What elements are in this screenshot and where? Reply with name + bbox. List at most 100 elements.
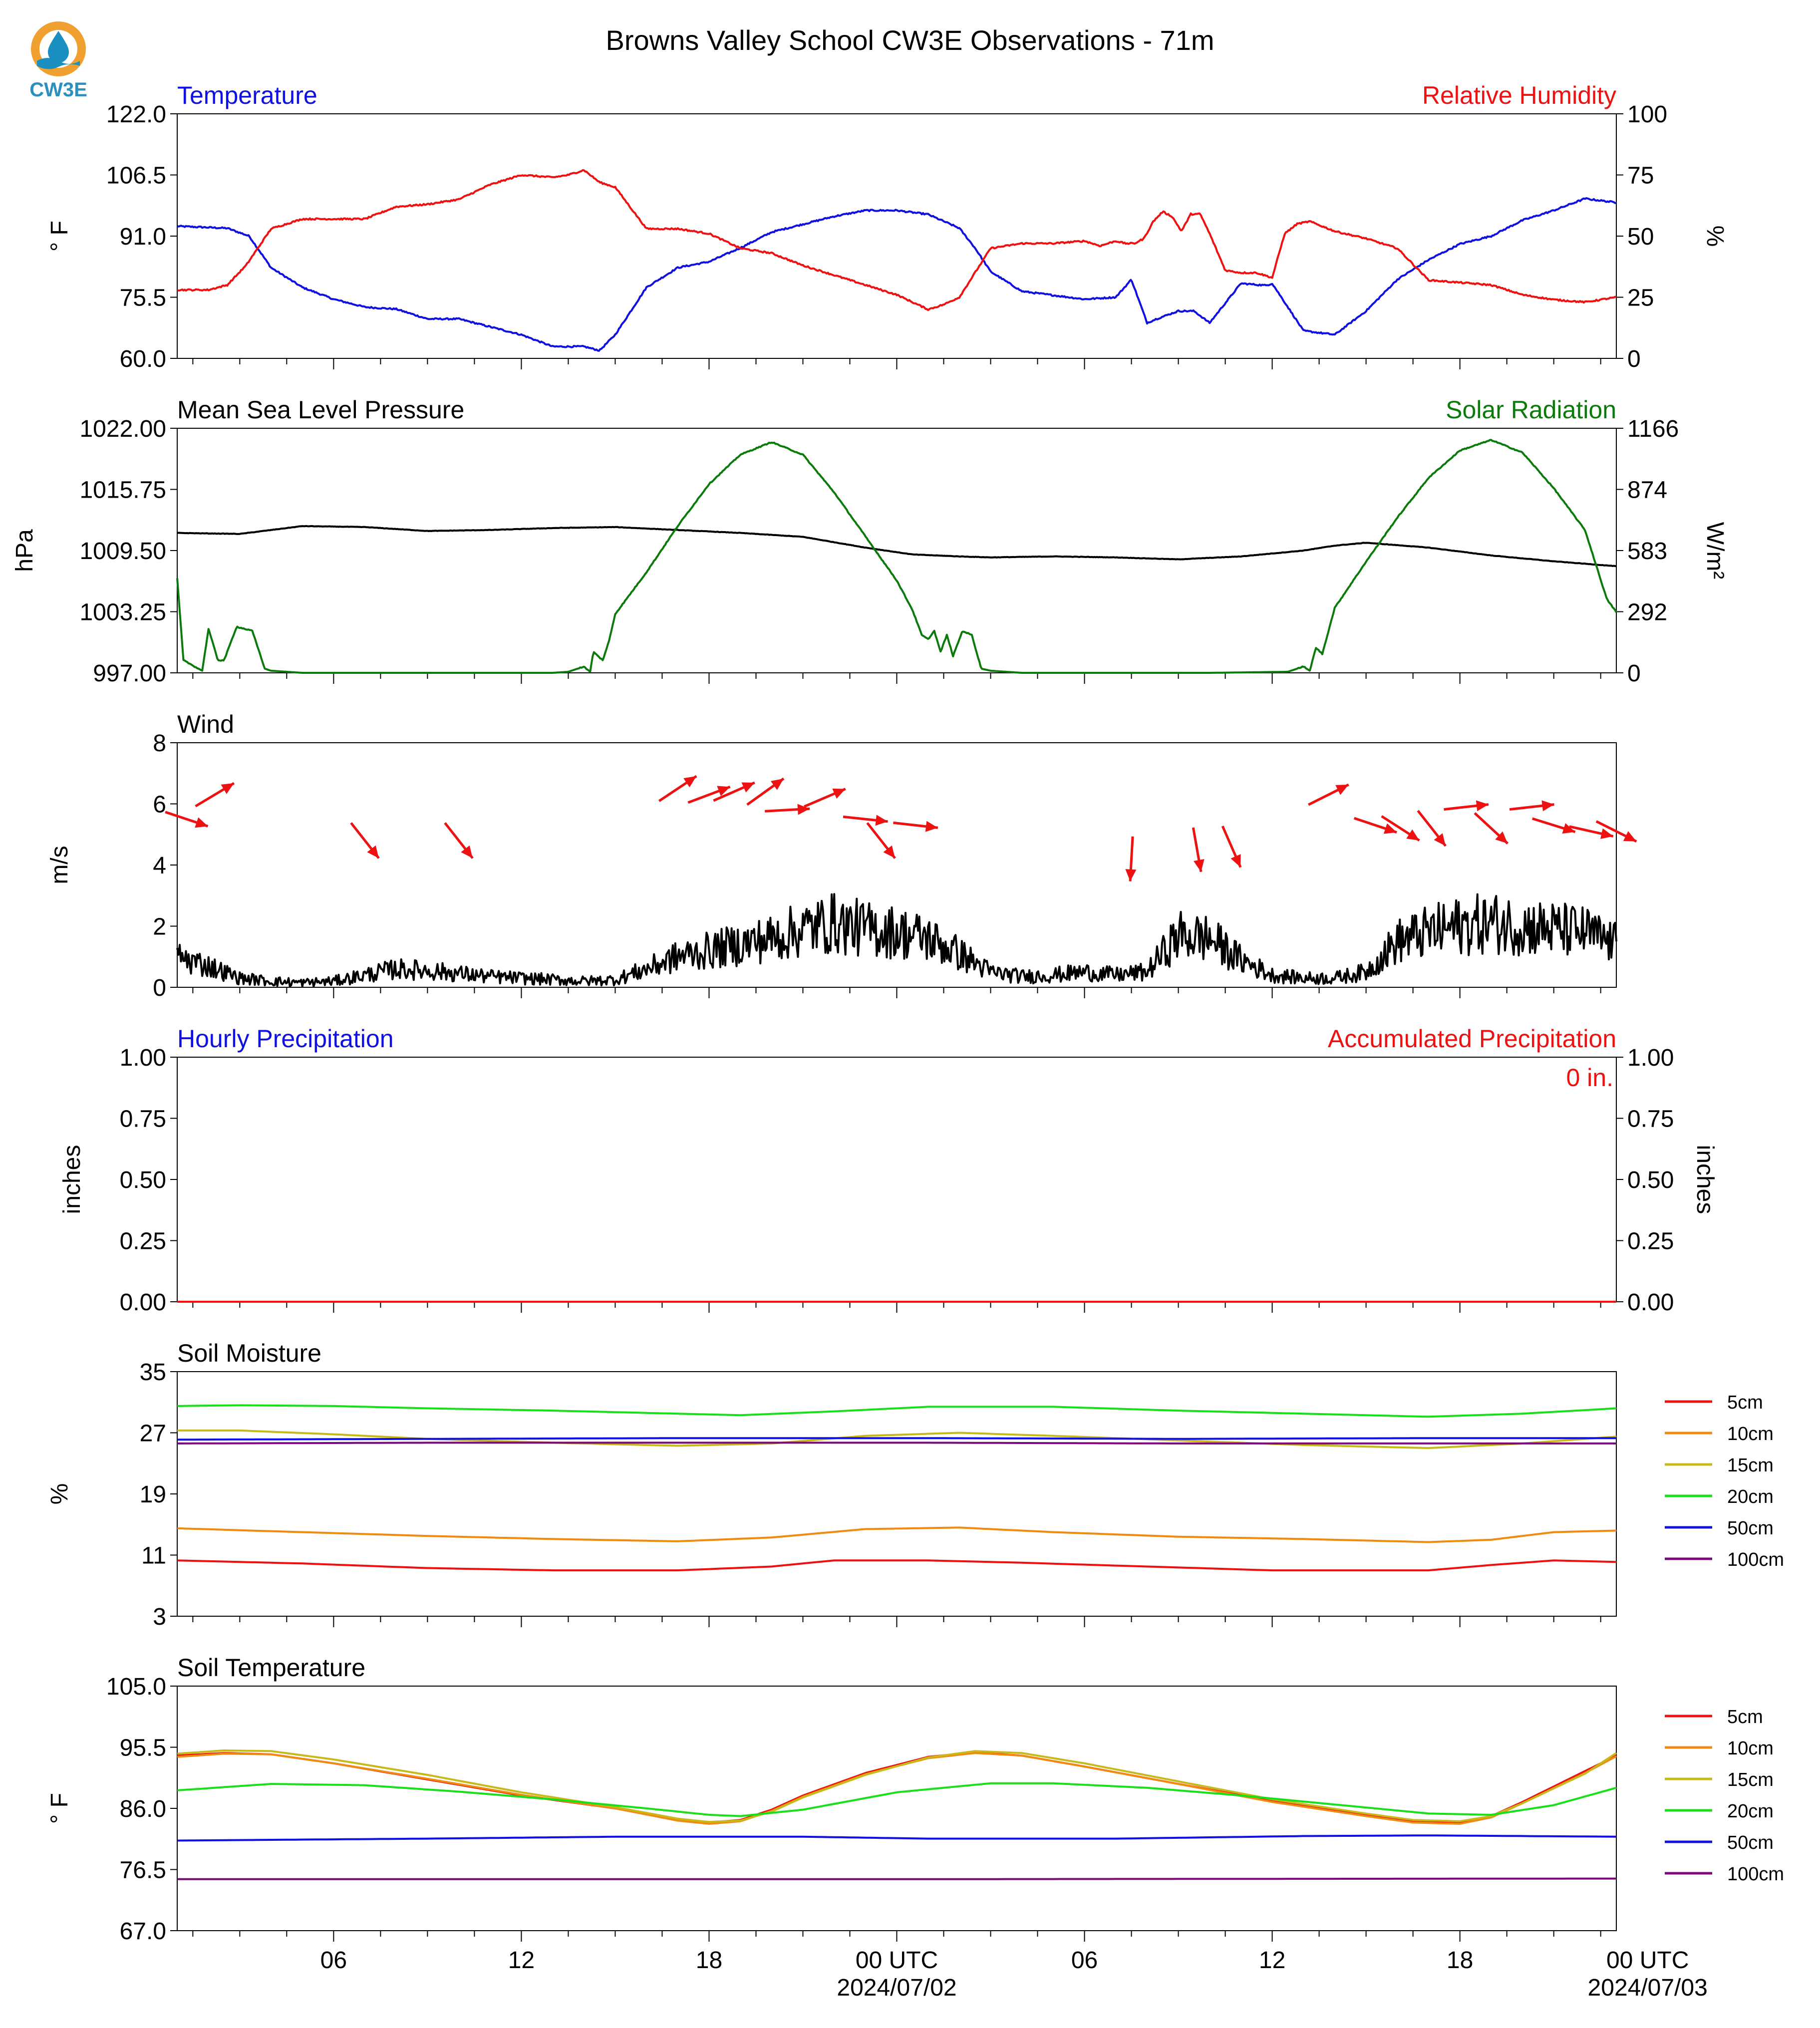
wind-arrow-head [1230, 854, 1241, 868]
y-tick-label-left: 122.0 [106, 101, 166, 128]
wind-arrow-head [1476, 800, 1489, 812]
series-line-temperature [177, 197, 1617, 352]
y-axis-label-right: inches [1692, 1145, 1718, 1214]
legend-label: 20cm [1727, 1801, 1774, 1822]
wind-arrow [1569, 825, 1614, 839]
y-tick-label-left: 1015.75 [79, 477, 166, 504]
y-tick-label-left: 1009.50 [79, 538, 166, 565]
legend-label: 15cm [1727, 1769, 1774, 1790]
wind-arrow-head [1495, 831, 1508, 844]
y-axis-label-right: % [1702, 226, 1728, 247]
y-tick-label-left: 60.0 [120, 346, 166, 372]
wind-arrow-head [875, 815, 888, 826]
wind-arrow-head [1125, 869, 1137, 881]
panel-soil_temperature: Soil Temperature 67.0 76.5 86.0 95.5 105.0 ° F… [46, 1654, 1784, 2001]
panel-temp_rh: Temperature Relative Humidity 60.0 75.5 91.0… [46, 81, 1728, 372]
y-tick-label-left: 19 [140, 1481, 166, 1508]
y-tick-label-left: 0.50 [120, 1167, 166, 1193]
y-tick-label-left: 67.0 [120, 1918, 166, 1945]
wind-arrow-head [683, 776, 697, 788]
legend-label: 10cm [1727, 1738, 1774, 1759]
wind-arrow [1417, 810, 1447, 847]
y-tick-label-right: 0 [1627, 660, 1641, 687]
y-tick-label-right: 0.00 [1627, 1289, 1674, 1316]
series-line-20cm [177, 1782, 1617, 1817]
y-tick-label-right: 100 [1627, 101, 1667, 128]
plot-frame [177, 1057, 1617, 1302]
wind-arrow [765, 804, 810, 815]
y-tick-label-left: 8 [153, 730, 166, 757]
x-tick-label: 12 [508, 1947, 535, 1974]
wind-arrow [1125, 836, 1137, 881]
x-tick-label: 06 [320, 1947, 347, 1974]
wind-arrow [1381, 815, 1420, 842]
y-tick-label-left: 1003.25 [79, 599, 166, 626]
plot-frame [177, 428, 1617, 673]
x-tick-label: 00 UTC [1606, 1947, 1689, 1974]
wind-arrow [1509, 800, 1554, 812]
y-tick-label-left: 1.00 [120, 1045, 166, 1071]
y-tick-label-right: 0 [1627, 346, 1641, 372]
wind-arrow [843, 815, 888, 826]
y-tick-label-left: 2 [153, 914, 166, 940]
series-line-solar-radiation [176, 439, 1617, 674]
y-tick-label-left: 75.5 [120, 285, 166, 311]
wind-arrow-head [1600, 828, 1613, 839]
series-line-relative-humidity [177, 169, 1617, 311]
wind-arrow [1474, 812, 1509, 845]
wind-arrow [746, 777, 785, 806]
y-axis-label-left: ° F [46, 1793, 73, 1824]
y-tick-label-left: 86.0 [120, 1796, 166, 1822]
panel-title-left: Hourly Precipitation [177, 1025, 394, 1053]
y-tick-label-left: 0.75 [120, 1106, 166, 1133]
wind-arrow-head [1406, 829, 1420, 841]
y-tick-label-left: 0 [153, 975, 166, 1001]
series-line-50cm [177, 1834, 1617, 1842]
y-tick-label-right: 0.25 [1627, 1228, 1674, 1255]
wind-arrow [1221, 826, 1242, 868]
y-tick-label-left: 27 [140, 1421, 166, 1447]
x-tick-label: 06 [1071, 1947, 1098, 1974]
y-axis-label-left: % [46, 1483, 73, 1505]
legend-label: 100cm [1727, 1864, 1784, 1885]
series-line-15cm [177, 1749, 1617, 1823]
plot-frame [177, 1686, 1617, 1931]
y-tick-label-left: 6 [153, 792, 166, 818]
y-tick-label-left: 106.5 [106, 163, 166, 189]
panel-title-left: Soil Temperature [177, 1654, 365, 1682]
y-axis-label-left: m/s [46, 846, 73, 884]
wind-arrow [195, 782, 235, 808]
wind-arrow-head [717, 786, 730, 797]
y-axis-label-left: ° F [46, 221, 73, 252]
y-tick-label-right: 50 [1627, 224, 1654, 250]
y-tick-label-left: 3 [153, 1604, 166, 1630]
wind-arrow [1444, 800, 1489, 812]
panel-title-right: Relative Humidity [1422, 81, 1616, 109]
wind-arrow [866, 822, 896, 859]
series-line-50cm [177, 1437, 1616, 1441]
panels: Temperature Relative Humidity 60.0 75.5 91.0… [11, 81, 1784, 2001]
wind-arrow [1192, 827, 1205, 872]
x-tick-label: 12 [1259, 1947, 1285, 1974]
panel-wind: Wind 0 2 4 6 8 m/s [46, 710, 1637, 1001]
y-tick-label-left: 0.00 [120, 1289, 166, 1316]
panel-title-left: Temperature [177, 81, 317, 109]
wind-arrow [444, 822, 474, 859]
wind-arrow-head [1541, 800, 1554, 812]
wind-arrow-head [1335, 785, 1349, 795]
legend-label: 100cm [1727, 1549, 1784, 1570]
y-axis-label-left: hPa [11, 529, 38, 572]
logo: CW3E [29, 21, 87, 101]
wind-arrow [713, 781, 755, 802]
accumulated-precip-value: 0 in. [1566, 1064, 1613, 1092]
logo-drop-icon [48, 31, 69, 63]
panel-title-left: Soil Moisture [177, 1339, 321, 1367]
wind-arrow-head [461, 845, 473, 859]
wind-arrow-head [883, 845, 895, 859]
wind-arrow-head [741, 782, 755, 793]
wind-arrow [1595, 820, 1637, 843]
wind-arrow-head [797, 804, 810, 815]
wind-arrow [350, 822, 380, 859]
logo-wave-icon [37, 58, 80, 69]
